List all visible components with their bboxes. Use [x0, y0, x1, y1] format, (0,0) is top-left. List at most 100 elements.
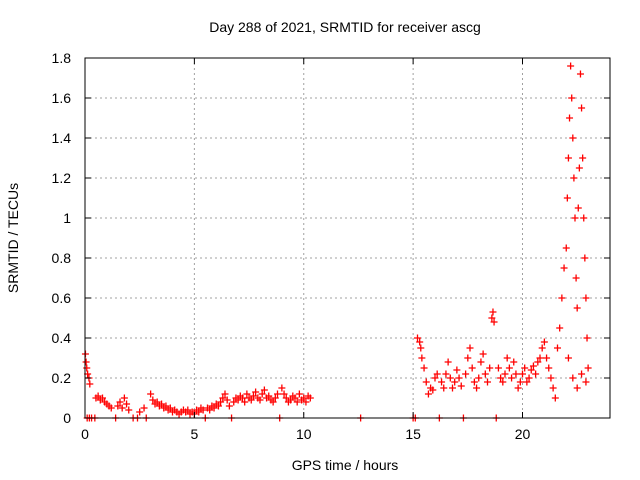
data-point	[444, 358, 452, 366]
data-point	[583, 334, 591, 342]
data-point	[516, 378, 524, 386]
data-point	[578, 370, 586, 378]
data-point	[538, 344, 546, 352]
data-point	[99, 394, 106, 402]
data-point	[446, 374, 454, 382]
data-point	[429, 386, 437, 394]
data-point	[540, 338, 548, 346]
data-point	[499, 378, 507, 386]
y-tick-label: 0.4	[52, 330, 72, 346]
data-point	[123, 400, 131, 408]
data-point	[149, 396, 157, 404]
data-point	[503, 354, 511, 362]
data-point	[568, 94, 576, 102]
data-point	[505, 364, 513, 372]
data-point	[118, 404, 126, 412]
data-point	[431, 374, 439, 382]
y-tick-label: 1.8	[52, 50, 72, 66]
data-point	[258, 390, 266, 398]
data-point	[433, 370, 441, 378]
data-point	[140, 404, 148, 412]
data-point	[580, 214, 588, 222]
y-tick-label: 1.2	[52, 170, 72, 186]
data-point	[265, 392, 273, 400]
data-point	[225, 402, 233, 410]
data-point	[573, 384, 581, 392]
data-point	[442, 370, 450, 378]
data-point	[523, 378, 531, 386]
data-point	[243, 390, 251, 398]
data-point	[582, 378, 590, 386]
data-points	[81, 62, 592, 422]
data-point	[293, 398, 301, 406]
data-point	[291, 394, 299, 402]
x-tick-label: 10	[296, 426, 312, 442]
data-point	[470, 378, 478, 386]
data-point	[219, 394, 227, 402]
data-point	[440, 384, 448, 392]
x-tick-label: 15	[405, 426, 421, 442]
data-point	[584, 364, 592, 372]
data-point	[455, 374, 463, 382]
data-point	[247, 396, 255, 404]
data-point	[579, 154, 587, 162]
data-point	[221, 390, 229, 398]
data-point	[466, 344, 474, 352]
data-point	[582, 294, 590, 302]
data-point	[120, 394, 128, 402]
data-point	[184, 406, 192, 414]
data-point	[473, 384, 481, 392]
data-point	[252, 388, 260, 396]
data-point	[416, 338, 424, 346]
data-point	[274, 390, 281, 398]
data-point	[560, 264, 568, 272]
data-point	[558, 294, 566, 302]
y-tick-label: 1.6	[52, 90, 72, 106]
data-point	[514, 384, 522, 392]
data-point	[554, 344, 561, 352]
data-point	[468, 364, 476, 372]
data-point	[547, 374, 555, 382]
data-point	[477, 358, 485, 366]
data-point	[147, 390, 155, 398]
data-point	[420, 364, 428, 372]
data-point	[249, 392, 257, 400]
data-point	[114, 402, 122, 410]
data-point	[543, 354, 551, 362]
data-point	[545, 364, 553, 372]
data-point	[494, 364, 502, 372]
y-tick-label: 0.6	[52, 290, 72, 306]
y-axis-label: SRMTID / TECUs	[5, 183, 21, 293]
data-point	[508, 374, 516, 382]
data-point	[521, 364, 529, 372]
data-point	[271, 394, 279, 402]
data-point	[570, 174, 578, 182]
data-point	[575, 164, 583, 172]
plot-border	[84, 57, 611, 419]
data-point	[195, 408, 203, 416]
x-tick-label: 5	[190, 426, 198, 442]
grid-lines	[85, 58, 610, 418]
data-point	[564, 354, 572, 362]
axis-ticks: 0 5 10 15 20 0 0.2 0.4 0.6 0.8 1 1.2 1.4 1.6 1.8	[52, 50, 610, 442]
data-point	[282, 394, 290, 402]
data-point	[418, 354, 426, 362]
data-point	[462, 370, 470, 378]
data-point	[489, 308, 497, 316]
data-point	[166, 404, 174, 412]
data-point	[567, 62, 575, 70]
data-point	[136, 408, 144, 416]
data-point	[260, 386, 268, 394]
data-point	[490, 318, 498, 326]
data-point	[417, 344, 425, 352]
data-point	[94, 392, 102, 400]
data-point	[578, 104, 586, 112]
data-point	[206, 406, 214, 414]
y-tick-label: 1	[63, 210, 71, 226]
x-tick-label: 0	[81, 426, 89, 442]
y-tick-label: 1.4	[52, 130, 72, 146]
data-point	[217, 398, 225, 406]
chart-title: Day 288 of 2021, SRMTID for receiver asc…	[209, 19, 481, 35]
data-point	[569, 134, 577, 142]
